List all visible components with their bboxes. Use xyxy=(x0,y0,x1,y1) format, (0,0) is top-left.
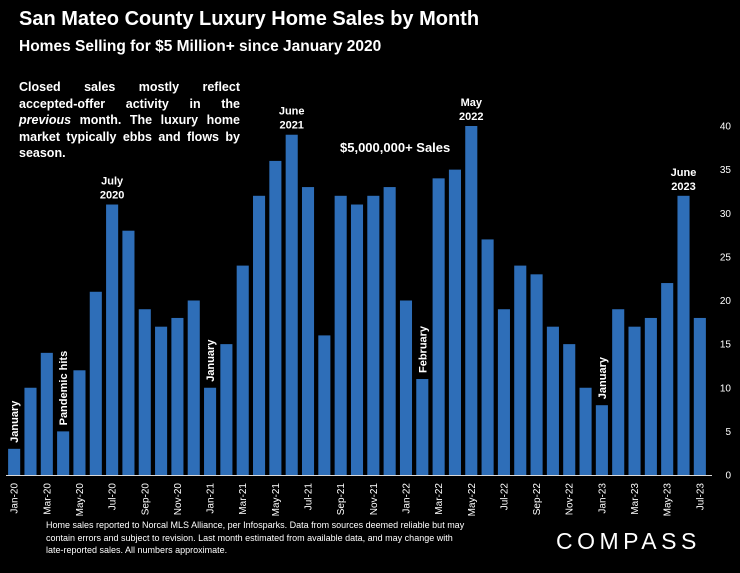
annotation-label: Pandemic hits xyxy=(58,351,70,426)
x-tick-label: Mar-20 xyxy=(42,483,53,515)
x-tick-label: May-23 xyxy=(663,483,674,517)
bar-Jun-23 xyxy=(677,195,690,476)
x-tick-label: May-22 xyxy=(467,483,478,517)
bar-Oct-21 xyxy=(350,204,364,475)
y-tick-label: 15 xyxy=(720,340,732,351)
bar-Jan-22 xyxy=(399,300,413,475)
bar-Aug-21 xyxy=(318,335,331,475)
annotation-label: 2020 xyxy=(100,190,124,202)
bar-Sep-21 xyxy=(334,195,347,476)
bar-Nov-20 xyxy=(171,317,184,475)
bar-Jun-22 xyxy=(481,239,494,475)
bar-Sep-20 xyxy=(138,309,151,475)
bar-Apr-23 xyxy=(644,317,657,475)
x-tick-label: Jul-20 xyxy=(108,483,119,511)
bar-Mar-22 xyxy=(432,178,445,475)
bar-Aug-22 xyxy=(514,265,527,475)
y-tick-label: 30 xyxy=(720,209,732,220)
bar-Mar-21 xyxy=(236,265,249,475)
bar-Nov-21 xyxy=(367,195,380,476)
chart-subtitle: Homes Selling for $5 Million+ since Janu… xyxy=(19,38,382,55)
x-tick-label: May-20 xyxy=(75,483,86,517)
x-tick-label: Jan-20 xyxy=(10,483,21,514)
legend-label: $5,000,000+ Sales xyxy=(340,140,450,155)
y-tick-label: 35 xyxy=(720,165,732,176)
y-tick-label: 20 xyxy=(720,296,732,307)
bar-Jul-23 xyxy=(693,317,706,475)
chart-note: Closed sales mostly reflect accepted-off… xyxy=(19,79,240,162)
y-tick-label: 40 xyxy=(720,122,732,133)
bar-Apr-20 xyxy=(57,431,70,476)
x-tick-label: Mar-23 xyxy=(630,483,641,515)
bar-May-22 xyxy=(465,126,478,475)
bar-Mar-23 xyxy=(628,326,641,475)
annotation-label: February xyxy=(417,325,429,373)
x-tick-label: Jan-23 xyxy=(597,483,608,514)
bar-Jun-20 xyxy=(89,291,102,475)
annotation-label: 2023 xyxy=(671,181,695,193)
bar-Jul-22 xyxy=(497,309,510,475)
x-tick-label: May-21 xyxy=(271,483,282,517)
y-tick-label: 25 xyxy=(720,252,732,263)
x-tick-label: Sep-21 xyxy=(336,483,347,516)
bar-Mar-20 xyxy=(40,352,53,475)
bar-Jan-23 xyxy=(595,405,608,475)
bar-Jan-20 xyxy=(8,448,21,475)
x-tick-label: Nov-21 xyxy=(369,483,380,516)
bar-Jul-21 xyxy=(301,187,315,475)
y-tick-label: 5 xyxy=(725,427,731,438)
compass-logo: COMPASS xyxy=(556,528,701,554)
bar-Nov-22 xyxy=(563,344,576,476)
annotation-label: June xyxy=(671,167,697,179)
bar-chart: Jan-20 Mar-20 May-20 Jul-20 Sep-20 Nov-20 Jan-… xyxy=(6,97,732,517)
x-tick-label: Jul-21 xyxy=(304,483,315,511)
x-tick-label: Jan-21 xyxy=(206,483,217,514)
x-tick-label: Mar-21 xyxy=(238,483,249,515)
x-tick-label: Jul-22 xyxy=(499,483,510,511)
bar-Jul-20 xyxy=(106,204,119,475)
source-footnote: Home sales reported to Norcal MLS Allian… xyxy=(46,520,465,555)
bar-Aug-20 xyxy=(122,230,135,475)
bar-Apr-22 xyxy=(448,169,461,476)
bar-May-20 xyxy=(73,370,86,475)
x-tick-label: Nov-22 xyxy=(565,483,576,516)
bar-Feb-23 xyxy=(612,309,625,475)
bar-Feb-20 xyxy=(24,387,37,475)
annotation-label: 2021 xyxy=(279,120,303,132)
note-emphasis: previous xyxy=(19,113,72,127)
chart-title: San Mateo County Luxury Home Sales by Mo… xyxy=(19,8,480,30)
x-tick-label: Nov-20 xyxy=(173,483,184,516)
annotation-label: January xyxy=(9,400,21,443)
bar-Jun-21 xyxy=(285,134,298,476)
annotation-label: January xyxy=(205,339,217,382)
y-tick-label: 10 xyxy=(720,383,732,394)
annotation-label: 2022 xyxy=(459,111,483,123)
annotation-label: July xyxy=(101,176,124,188)
note-text-start: Closed sales mostly reflect accepted-off… xyxy=(19,80,240,111)
bar-Dec-20 xyxy=(187,300,200,475)
x-tick-label: Sep-22 xyxy=(532,483,543,516)
bar-Oct-20 xyxy=(155,326,168,475)
bar-Dec-21 xyxy=(383,187,396,475)
annotation-label: June xyxy=(279,106,305,118)
x-tick-label: Sep-20 xyxy=(140,483,151,516)
bar-Feb-21 xyxy=(220,344,233,476)
bar-Jan-21 xyxy=(204,387,217,475)
bar-Apr-21 xyxy=(253,195,266,476)
x-tick-label: Jul-23 xyxy=(695,483,706,511)
bar-Dec-22 xyxy=(579,387,592,475)
annotation-label: May xyxy=(461,97,483,109)
bar-May-21 xyxy=(269,160,282,475)
x-tick-label: Mar-22 xyxy=(434,483,445,515)
x-tick-label: Jan-22 xyxy=(401,483,412,514)
bar-Sep-22 xyxy=(530,274,543,475)
note-text-end: month. The luxury home market typically … xyxy=(19,113,240,160)
bar-Oct-22 xyxy=(546,326,559,475)
bar-May-23 xyxy=(661,283,674,475)
bar-Feb-22 xyxy=(416,379,429,475)
annotation-label: January xyxy=(597,356,609,399)
y-tick-label: 0 xyxy=(725,471,731,482)
